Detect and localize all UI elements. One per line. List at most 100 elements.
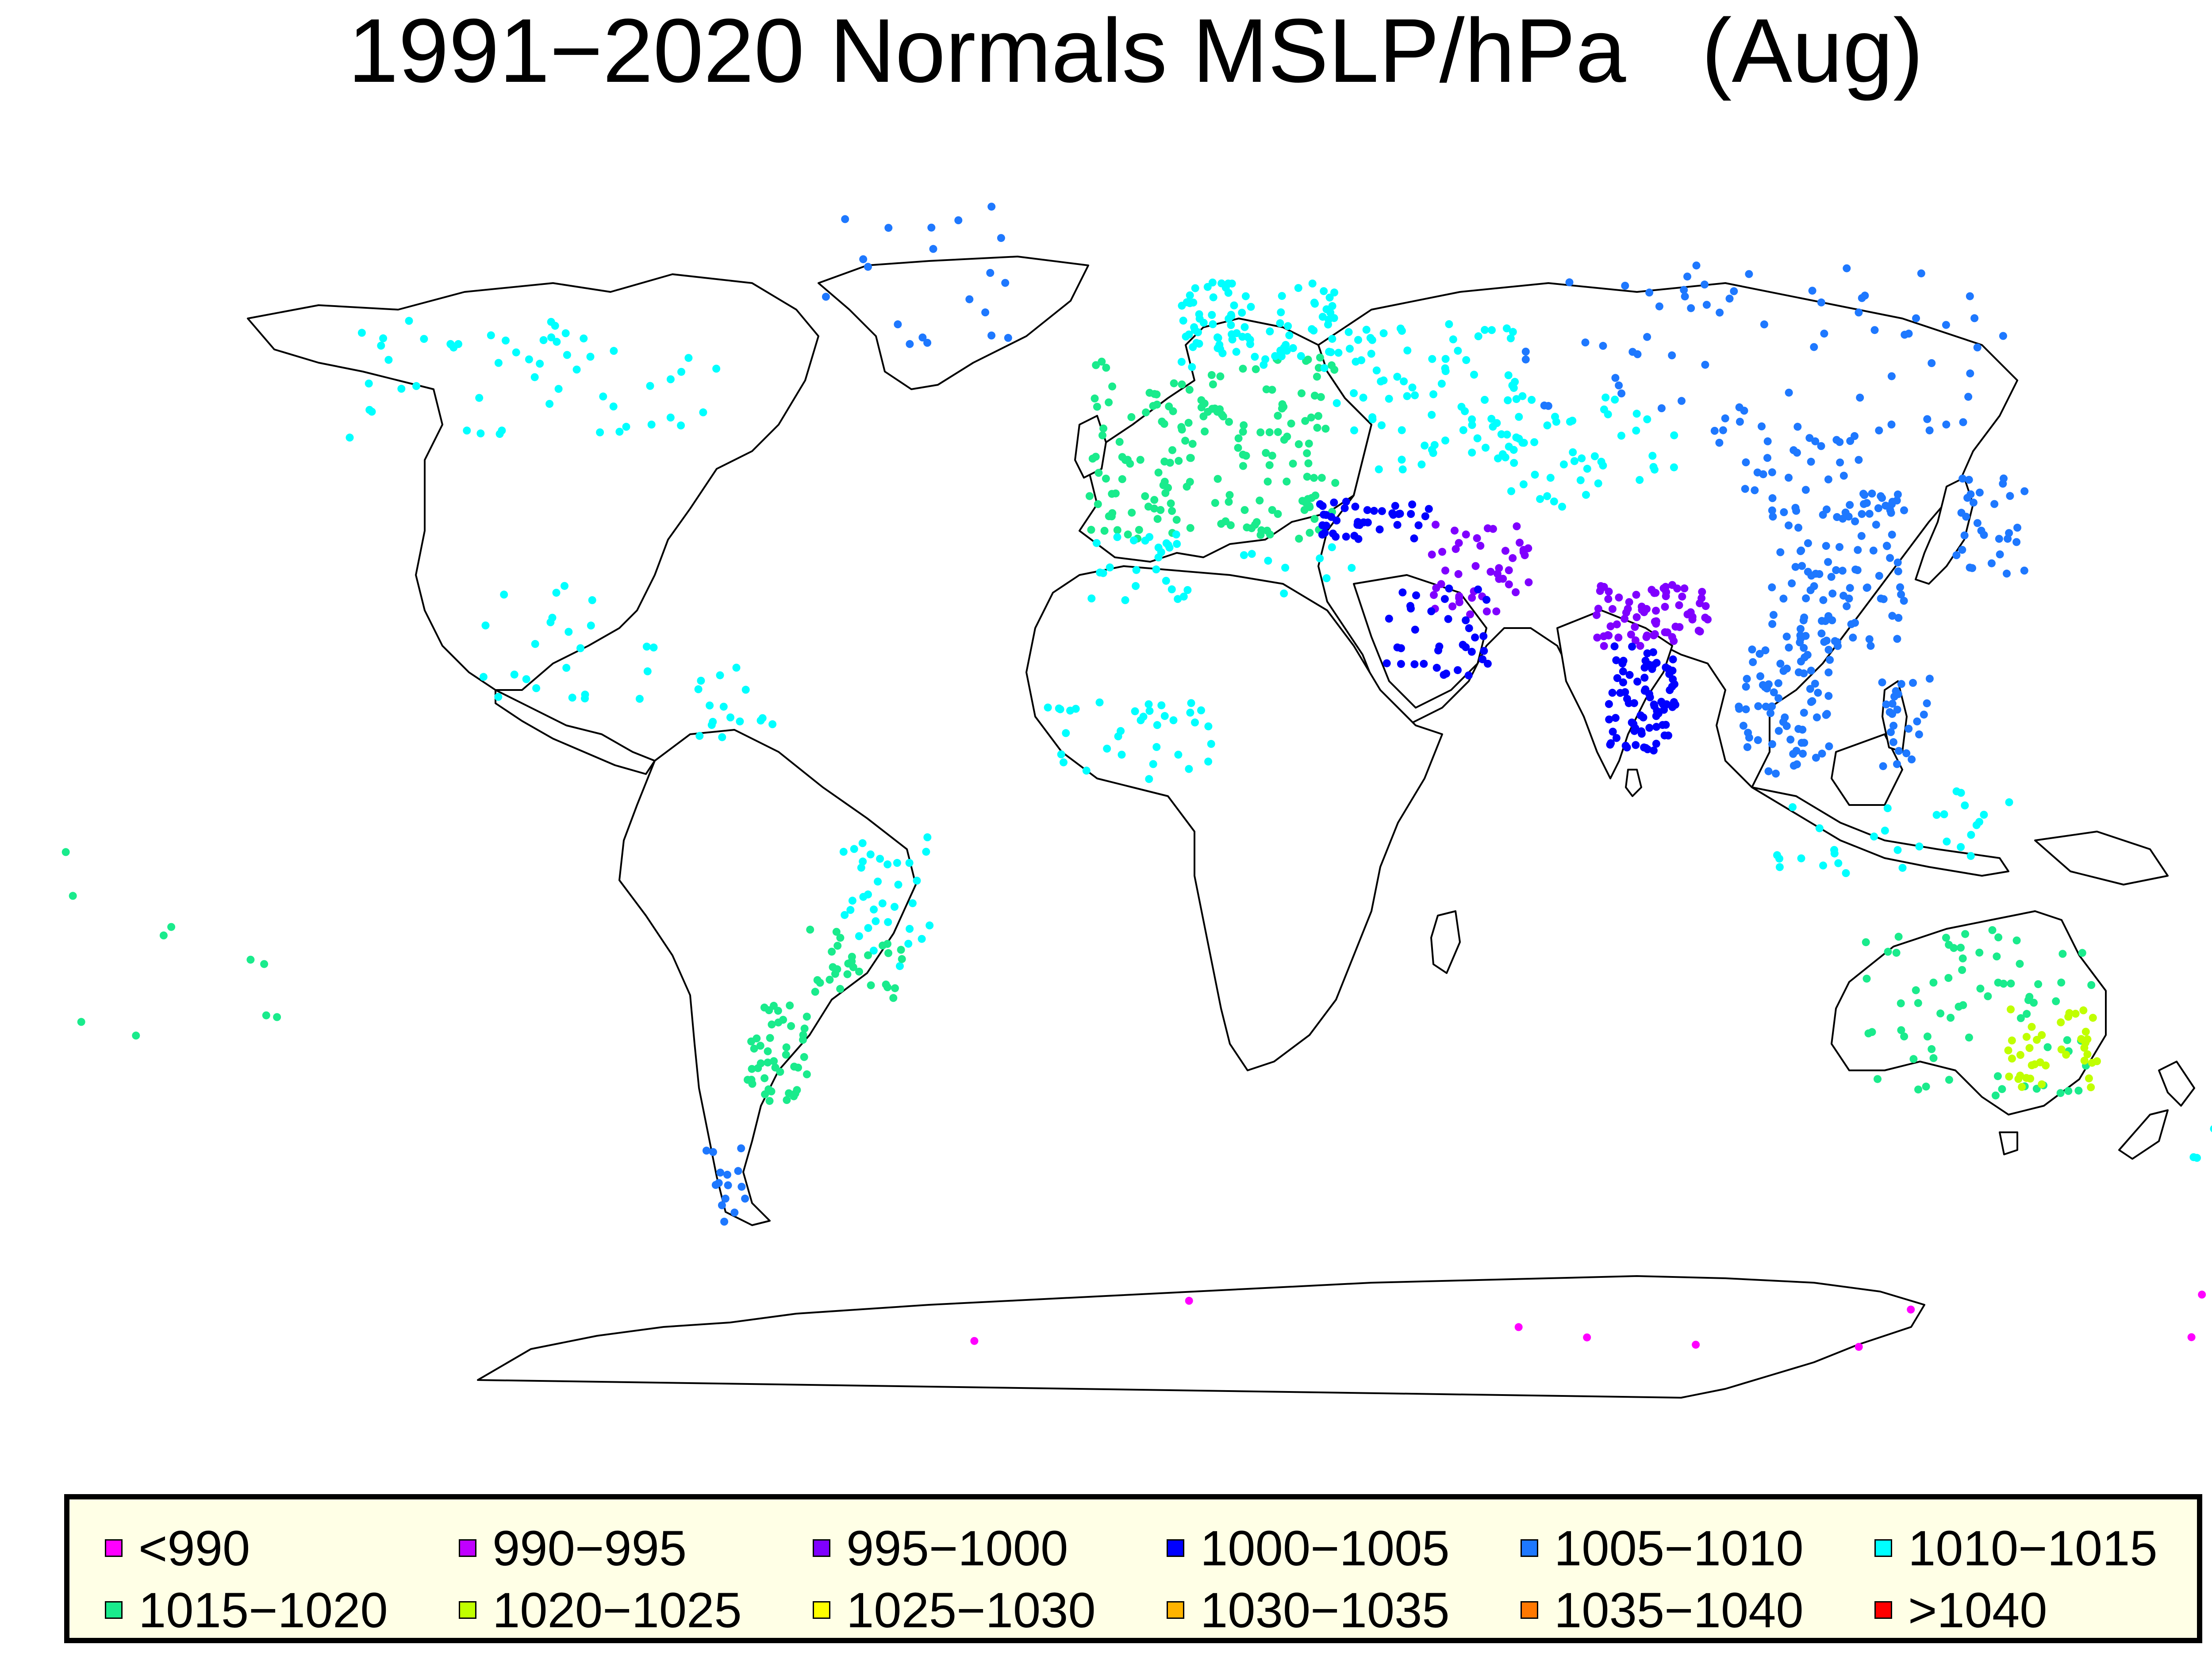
station-dot (1225, 491, 1234, 499)
station-dot (1274, 411, 1282, 420)
station-dot (563, 351, 571, 359)
station-dot (2012, 538, 2021, 546)
station-dot (446, 340, 455, 348)
borneo-outline (1831, 733, 1903, 806)
station-dot (1362, 326, 1371, 334)
station-dot (1543, 492, 1551, 500)
station-dot (1888, 530, 1896, 539)
station-dot (1488, 326, 1496, 334)
station-dot (1619, 667, 1627, 675)
station-dot (1503, 430, 1511, 439)
station-dot (1966, 292, 1974, 300)
station-dot (1779, 594, 1788, 603)
station-dot (1375, 525, 1384, 533)
station-dot (2087, 1083, 2095, 1092)
station-dot (1898, 864, 1907, 872)
station-dot (1768, 740, 1776, 748)
station-dot (1172, 516, 1181, 524)
station-dot (1649, 661, 1658, 669)
station-dot (1810, 343, 1818, 351)
legend-swatch (105, 1539, 123, 1557)
station-dot (494, 693, 503, 701)
station-dot (1328, 335, 1336, 343)
station-dot (846, 906, 855, 914)
station-dot (561, 329, 570, 337)
station-dot (1328, 543, 1336, 552)
station-dot (1888, 700, 1897, 708)
station-dot (1807, 667, 1815, 675)
station-dot (643, 667, 652, 675)
station-dot (1650, 589, 1659, 597)
station-dot (1320, 364, 1329, 372)
station-dot (1434, 646, 1442, 655)
station-dot (1886, 708, 1894, 716)
station-dot (1797, 546, 1805, 555)
station-dot (1320, 510, 1328, 519)
station-dot (1301, 417, 1310, 425)
station-dot (822, 292, 830, 301)
station-dot (1865, 510, 1874, 518)
station-dot (1763, 437, 1772, 445)
station-dot (1203, 283, 1212, 291)
station-dot (896, 962, 904, 970)
station-dot (1619, 678, 1627, 686)
station-dot (1751, 486, 1759, 494)
station-dot (1207, 740, 1215, 748)
station-dot (1632, 741, 1640, 749)
station-dot (748, 1080, 757, 1088)
legend-item: 995−1000 (813, 1517, 1068, 1579)
station-dot (2016, 1014, 2025, 1022)
station-dot (1060, 758, 1068, 767)
station-dot (1673, 584, 1682, 593)
station-dot (1145, 707, 1154, 715)
station-dot (1179, 592, 1188, 601)
station-dot (1870, 832, 1878, 841)
station-dot (1519, 546, 1528, 554)
station-dot (1856, 394, 1864, 402)
station-dot (1650, 465, 1659, 474)
station-dot (1092, 539, 1101, 547)
station-dot (2006, 492, 2014, 500)
station-dot (479, 673, 488, 681)
station-dot (831, 970, 839, 978)
station-dot (379, 334, 388, 342)
station-dot (1824, 475, 1832, 483)
station-dot (1195, 310, 1203, 318)
station-dot (531, 640, 539, 648)
station-dot (1907, 1305, 1915, 1314)
station-dot (1179, 316, 1187, 325)
station-dot (1952, 787, 1961, 796)
station-dot (1984, 992, 1992, 1000)
station-dot (463, 426, 471, 435)
station-dot (1197, 706, 1205, 714)
station-dot (1645, 724, 1654, 732)
station-dot (1887, 420, 1896, 429)
station-dot (702, 1146, 710, 1155)
station-dot (1641, 685, 1650, 694)
station-dot (741, 1194, 749, 1203)
station-dot (609, 402, 618, 410)
station-dot (1678, 397, 1686, 405)
station-dot (1207, 371, 1216, 379)
station-dot (1611, 374, 1620, 382)
south-america-outline (618, 729, 917, 1226)
station-dot (1701, 602, 1710, 610)
station-dot (547, 318, 555, 326)
station-dot (790, 1092, 798, 1100)
station-dot (1276, 346, 1285, 355)
station-dot (1800, 644, 1808, 652)
station-dot (1363, 518, 1372, 527)
station-dot (1754, 702, 1763, 710)
station-dot (1755, 650, 1764, 658)
station-dot (1973, 343, 1982, 352)
station-dot (904, 939, 913, 948)
station-dot (1923, 415, 1932, 423)
land-outlines (247, 256, 2195, 1399)
station-dot (1761, 646, 1770, 655)
station-dot (1776, 548, 1785, 556)
station-dot (576, 644, 584, 652)
station-dot (1444, 615, 1452, 623)
station-dot (1372, 366, 1381, 375)
station-dot (1652, 606, 1660, 615)
station-dot (1521, 355, 1530, 364)
